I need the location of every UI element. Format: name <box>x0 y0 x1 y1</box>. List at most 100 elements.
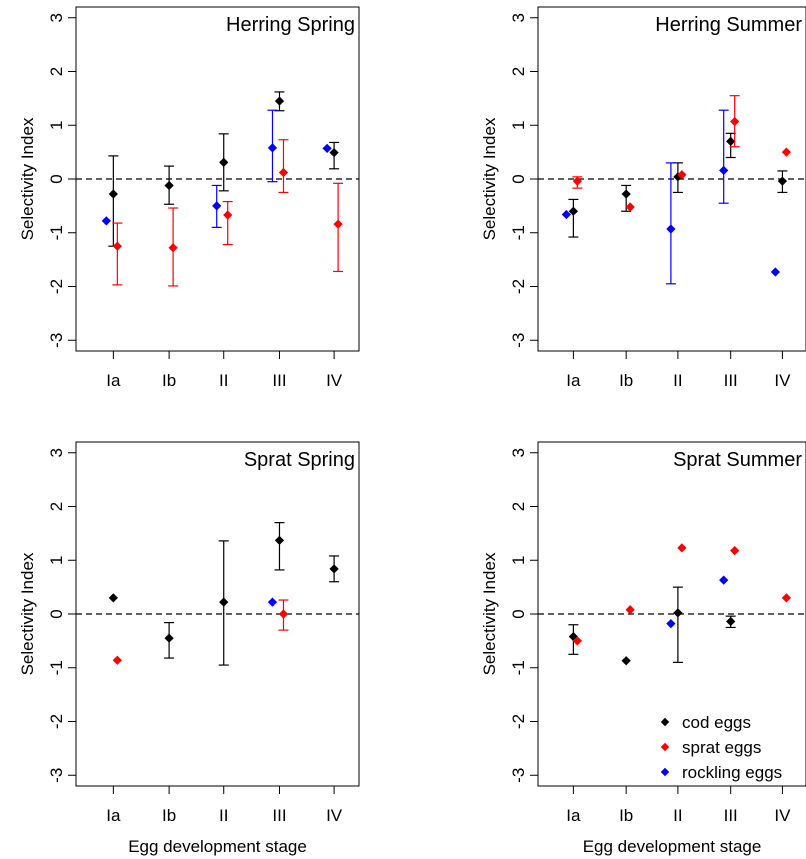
data-point-ib <box>621 189 631 199</box>
x-axis-title: Egg development stage <box>128 837 307 856</box>
x-tick-label-ia: Ia <box>106 371 121 390</box>
y-axis-title: Selectivity Index <box>18 552 37 675</box>
data-point-ib <box>164 180 174 191</box>
x-tick-label-ia: Ia <box>566 371 581 390</box>
data-point-iii <box>730 545 740 556</box>
series-sprat-eggs <box>572 543 792 646</box>
data-point-ii <box>666 619 676 629</box>
y-tick-label: -3 <box>509 768 528 783</box>
x-tick-label-ia: Ia <box>566 806 581 825</box>
data-point-iii <box>267 143 278 153</box>
x-tick-label-iii: III <box>272 371 286 390</box>
y-tick-label: 0 <box>509 609 528 618</box>
x-tick-label-iii: III <box>724 371 738 390</box>
y-tick-label: 0 <box>47 174 66 183</box>
legend-label-rockling-eggs: rockling eggs <box>682 763 782 782</box>
y-tick-label: -1 <box>47 225 66 240</box>
series-cod-eggs <box>108 522 340 666</box>
series-cod-eggs <box>568 586 736 666</box>
series-cod-eggs <box>108 91 340 247</box>
y-tick-label: -2 <box>509 714 528 729</box>
data-point-iv <box>777 176 788 186</box>
legend-marker-rockling-eggs <box>660 767 670 777</box>
data-point-ia <box>561 209 572 220</box>
legend-label-sprat-eggs: sprat eggs <box>682 738 761 757</box>
data-point-iii <box>274 96 285 106</box>
y-tick-label: 3 <box>47 448 66 457</box>
data-point-ii <box>677 170 687 180</box>
data-point-iv <box>781 147 792 157</box>
x-tick-label-ii: II <box>219 806 228 825</box>
series-sprat-eggs <box>112 599 289 665</box>
data-point-ii <box>223 210 233 220</box>
data-point-ib <box>625 605 635 615</box>
y-tick-label: -3 <box>47 333 66 348</box>
x-axis-title: Egg development stage <box>583 837 762 856</box>
x-tick-label-iv: IV <box>326 806 343 825</box>
x-tick-label-ib: Ib <box>619 371 633 390</box>
y-tick-label: 2 <box>47 502 66 511</box>
data-point-ib <box>621 656 631 666</box>
y-tick-label: 1 <box>47 556 66 565</box>
panel-title: Sprat Spring <box>244 449 355 471</box>
x-tick-label-ia: Ia <box>106 806 121 825</box>
data-point-ib <box>164 633 174 643</box>
y-tick-label: -3 <box>47 768 66 783</box>
y-tick-label: -2 <box>509 279 528 294</box>
data-point-ib <box>168 243 178 253</box>
data-point-ia <box>112 241 122 251</box>
x-tick-label-iv: IV <box>774 806 791 825</box>
series-sprat-eggs <box>572 95 792 212</box>
series-sprat-eggs <box>112 139 344 287</box>
legend-label-cod-eggs: cod eggs <box>682 713 751 732</box>
legend: cod eggs sprat eggs rockling eggs <box>660 713 782 782</box>
x-tick-label-ii: II <box>219 371 228 390</box>
data-point-ia <box>112 655 122 665</box>
data-point-iii <box>278 609 289 619</box>
data-point-ii <box>677 543 687 553</box>
x-tick-label-ii: II <box>673 371 682 390</box>
legend-marker-sprat-eggs <box>660 742 670 752</box>
legend-marker-cod-eggs <box>660 717 670 727</box>
data-point-iii <box>719 575 729 585</box>
y-tick-label: 3 <box>509 13 528 22</box>
y-axis-title: Selectivity Index <box>18 117 37 240</box>
y-tick-label: -1 <box>509 660 528 675</box>
data-point-ib <box>625 202 635 212</box>
data-point-iii <box>274 535 285 545</box>
data-point-ii <box>673 608 683 618</box>
x-tick-label-ii: II <box>673 806 682 825</box>
data-point-iii <box>719 165 729 176</box>
data-point-iii <box>726 616 736 627</box>
series-rockling-eggs <box>101 109 332 228</box>
y-tick-label: 0 <box>509 174 528 183</box>
data-point-iv <box>333 219 343 229</box>
x-tick-label-iii: III <box>724 806 738 825</box>
y-tick-label: -2 <box>47 279 66 294</box>
data-point-ii <box>219 597 229 607</box>
series-rockling-eggs <box>267 597 278 607</box>
y-tick-label: 0 <box>47 609 66 618</box>
y-tick-label: 3 <box>47 13 66 22</box>
y-axis-title: Selectivity Index <box>480 117 499 240</box>
panel-title: Sprat Summer <box>673 449 802 471</box>
y-tick-label: -2 <box>47 714 66 729</box>
data-point-iv <box>781 593 792 603</box>
y-tick-label: 2 <box>47 67 66 76</box>
y-tick-label: -1 <box>509 225 528 240</box>
panel-title: Herring Spring <box>226 14 355 36</box>
data-point-ii <box>666 224 676 234</box>
data-point-ia <box>108 189 118 199</box>
data-point-iv <box>322 143 332 153</box>
x-tick-label-iv: IV <box>326 371 343 390</box>
y-tick-label: 1 <box>509 121 528 130</box>
data-point-iv <box>329 564 339 574</box>
data-point-ia <box>572 176 583 186</box>
y-tick-label: 2 <box>509 502 528 511</box>
y-tick-label: -1 <box>47 660 66 675</box>
data-point-iii <box>726 136 736 146</box>
series-rockling-eggs <box>666 575 729 629</box>
data-point-iv <box>770 267 781 277</box>
